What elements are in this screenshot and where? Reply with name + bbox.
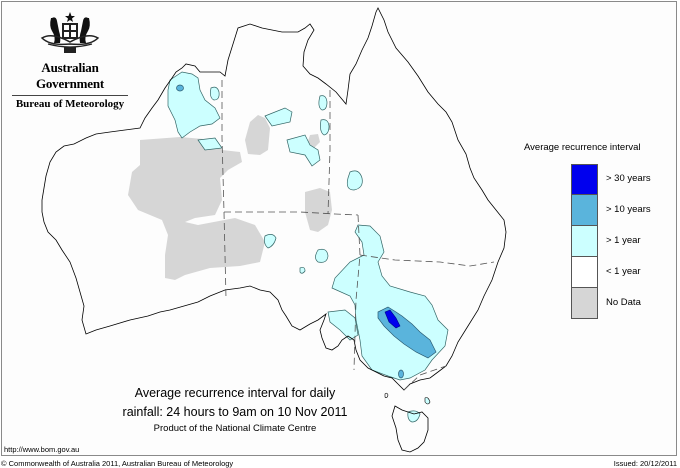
- legend-swatch: [571, 195, 598, 226]
- legend-label: > 1 year: [606, 235, 641, 246]
- legend-label: < 1 year: [606, 266, 641, 277]
- coat-of-arms-icon: [40, 12, 100, 53]
- agency-name: Bureau of Meteorology: [15, 98, 125, 110]
- map-subtitle: Product of the National Climate Centre: [153, 423, 317, 434]
- legend-swatch: [571, 164, 598, 195]
- legend-label: > 10 years: [606, 204, 651, 215]
- no-data-regions: [128, 115, 332, 280]
- map-title-line1: Average recurrence interval for daily: [134, 386, 336, 400]
- legend-swatch: [571, 226, 598, 257]
- issued-date: Issued: 20/12/2011: [613, 459, 677, 468]
- legend-swatch: [571, 257, 598, 288]
- island: [424, 397, 431, 405]
- coastline: [41, 7, 507, 391]
- map-title-line2: rainfall: 24 hours to 9am on 10 Nov 2011: [122, 405, 348, 419]
- bom-logo: Australian Government Bureau of Meteorol…: [8, 10, 132, 110]
- government-name: Australian Government: [35, 60, 105, 91]
- over-30-years-regions: [384, 309, 401, 329]
- map-frame: [1, 1, 677, 456]
- copyright-notice: © Commonwealth of Australia 2011, Austra…: [1, 459, 234, 468]
- legend-swatch: [571, 288, 598, 319]
- island: [384, 392, 389, 398]
- legend-title: Average recurrence interval: [524, 142, 641, 153]
- state-borders: [221, 80, 495, 391]
- logo-divider: [12, 95, 128, 96]
- legend-label: No Data: [606, 297, 641, 308]
- website-link[interactable]: http://www.bom.gov.au: [4, 445, 80, 454]
- tasmania-coastline: [391, 405, 429, 453]
- legend-label: > 30 years: [606, 173, 651, 184]
